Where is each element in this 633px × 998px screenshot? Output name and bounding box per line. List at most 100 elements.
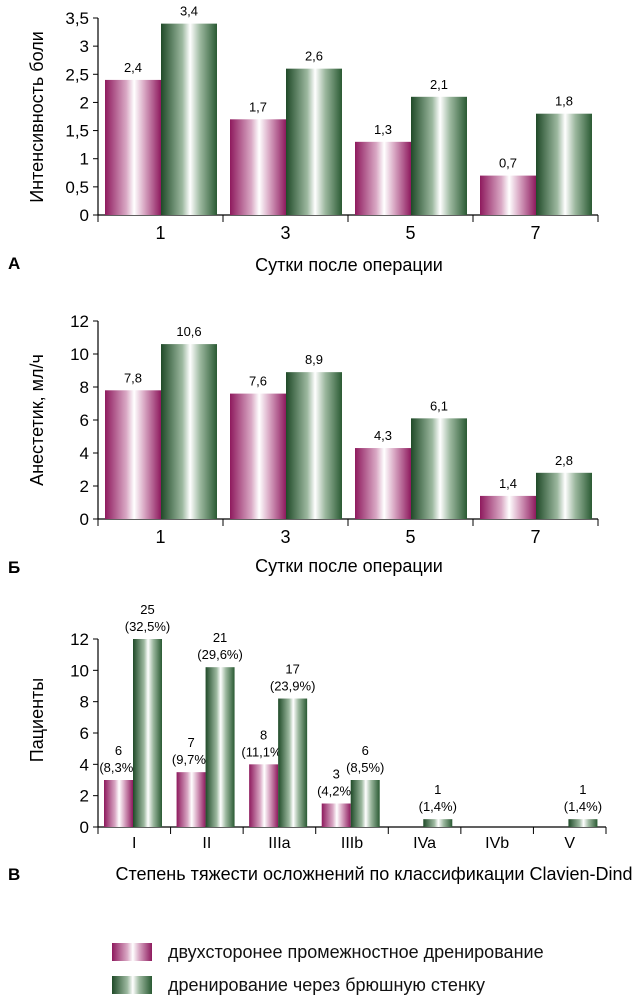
x-axis-title: Сутки после операции (255, 556, 443, 576)
data-label: (8,3%) (99, 760, 137, 775)
x-tick-label: IIIa (268, 835, 290, 852)
legend-swatch-green (112, 976, 152, 994)
bar (230, 393, 286, 519)
bar (480, 175, 536, 215)
data-label: (29,6%) (197, 647, 243, 662)
y-tick-label: 0,5 (65, 178, 89, 197)
bar (480, 495, 536, 519)
y-tick-label: 1 (80, 150, 89, 169)
legend-item: двухсторонее промежностное дренирование (112, 941, 612, 965)
y-tick-label: 3,5 (65, 9, 89, 28)
legend-label: двухсторонее промежностное дренирование (168, 942, 544, 962)
panel-label: А (8, 254, 20, 273)
x-tick-label: I (132, 835, 136, 852)
bar (321, 803, 351, 827)
data-label: 2,6 (305, 49, 323, 64)
data-label: 21 (213, 630, 227, 645)
data-label: 7,6 (249, 374, 267, 389)
data-label: 17 (285, 662, 299, 677)
data-label: 0,7 (499, 156, 517, 171)
legend-label: дренирование через брюшную стенку (168, 975, 485, 995)
y-tick-label: 2 (80, 477, 89, 496)
x-tick-label: IIIb (341, 835, 363, 852)
data-label: (11,1%) (241, 744, 286, 759)
bar (286, 68, 342, 216)
data-label: 3,4 (180, 4, 198, 19)
y-tick-label: 0 (80, 818, 89, 837)
x-tick-label: V (564, 835, 575, 852)
bar (423, 819, 453, 827)
data-label: (8,5%) (346, 760, 384, 775)
x-tick-label: II (202, 835, 211, 852)
y-tick-label: 12 (70, 312, 89, 331)
bar (355, 448, 411, 519)
x-tick-label: 3 (280, 527, 290, 547)
bar (230, 119, 286, 215)
y-tick-label: 2,5 (65, 65, 89, 84)
data-label: 7 (187, 735, 194, 750)
panel-a: А Интенсивность боли Сутки после операци… (8, 4, 599, 275)
x-tick-label: IVa (413, 835, 436, 852)
x-tick-label: 1 (155, 527, 165, 547)
panel-c: В Пациенты Степень тяжести осложнений по… (8, 602, 633, 884)
bar (104, 780, 133, 827)
data-label: 6 (362, 743, 369, 758)
bar (278, 698, 308, 827)
y-tick-label: 6 (80, 411, 89, 430)
x-axis-title: Степень тяжести осложнений по классифика… (115, 864, 633, 884)
data-label: (4,2%) (317, 784, 355, 799)
panel-b: Б Анестетик, мл/ч Сутки после операции 0… (8, 312, 599, 577)
data-label: 2,4 (124, 60, 142, 75)
plot-area: 0 2 4 6 8 10 12 1 7,8 10,6 3 7,6 8,9 5 4,3 6,1 7 1,4 2,8 (70, 312, 599, 547)
y-axis-title: Анестетик, мл/ч (27, 354, 47, 486)
y-tick-label: 6 (80, 724, 89, 743)
bar (568, 819, 598, 827)
x-tick-label: IVb (485, 835, 509, 852)
plot-area: 0 0,5 1 1,5 2 2,5 3 3,5 1 2,4 3,4 3 1,7 2,6 5 1,3 2,1 7 0,… (65, 4, 599, 243)
bar (411, 418, 467, 519)
data-label: 1,3 (374, 122, 392, 137)
x-tick-label: 3 (280, 223, 290, 243)
data-label: 1,7 (249, 99, 267, 114)
y-tick-label: 12 (70, 630, 89, 649)
y-tick-label: 4 (80, 755, 89, 774)
panel-label: В (8, 865, 20, 884)
bar (249, 764, 279, 827)
bar (286, 372, 342, 519)
data-label: 6,1 (430, 398, 448, 413)
data-label: (32,5%) (125, 619, 171, 634)
bar (536, 472, 592, 519)
data-label: 1,8 (555, 94, 573, 109)
panel-label: Б (8, 558, 20, 577)
bar (105, 390, 161, 519)
data-label: (9,7%) (172, 752, 210, 767)
bar (205, 667, 235, 827)
x-tick-label: 5 (405, 223, 415, 243)
data-label: 10,6 (176, 324, 201, 339)
data-label: 2,1 (430, 77, 448, 92)
data-label: 8 (260, 727, 267, 742)
bar (355, 141, 411, 215)
y-tick-label: 10 (70, 661, 89, 680)
y-tick-label: 4 (80, 444, 89, 463)
x-axis-title: Сутки после операции (255, 255, 443, 275)
y-tick-label: 8 (80, 693, 89, 712)
data-label: 3 (333, 767, 340, 782)
y-tick-label: 0 (80, 206, 89, 225)
x-tick-label: 1 (155, 223, 165, 243)
plot-area: 0 2 4 6 8 10 12 I 6 (8,3%) 25 (32,5%) II 7 (9,7%) 21 (29… (70, 602, 607, 852)
x-tick-label: 7 (530, 527, 540, 547)
y-tick-label: 3 (80, 37, 89, 56)
data-label: 7,8 (124, 370, 142, 385)
bar (176, 772, 206, 827)
data-label: 25 (140, 602, 154, 617)
bar (161, 344, 217, 519)
x-tick-label: 5 (405, 527, 415, 547)
y-tick-label: 8 (80, 378, 89, 397)
data-label: 1,4 (499, 476, 517, 491)
y-tick-label: 2 (80, 93, 89, 112)
data-label: 2,8 (555, 453, 573, 468)
data-label: 4,3 (374, 428, 392, 443)
y-tick-label: 1,5 (65, 122, 89, 141)
